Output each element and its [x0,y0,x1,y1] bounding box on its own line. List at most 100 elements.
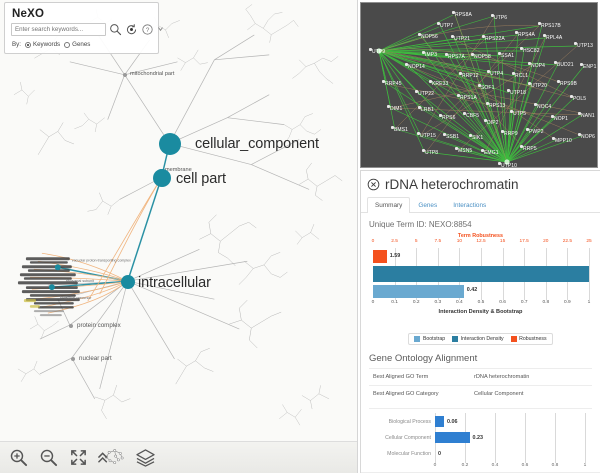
gene-node[interactable] [570,95,573,98]
gene-label-utp10[interactable]: UTP10 [501,163,518,168]
gene-node[interactable] [498,162,501,165]
gene-label-kre33[interactable]: KRE33 [432,81,449,87]
gene-label-rps7a[interactable]: RPS7A [448,54,465,60]
hierarchy-network-canvas[interactable]: vacuolar proton-transporting complex rib… [0,0,357,472]
gene-interaction-network-panel[interactable]: RPS8A UTP6 UTP7 RPS17B NOP56 UTP21 RPS22A RPS4A… [360,2,598,168]
gene-network-canvas[interactable] [361,3,598,168]
gene-node[interactable] [443,133,446,136]
gene-label-ssb1[interactable]: SSB1 [446,134,460,140]
gene-node[interactable] [469,134,472,137]
gene-node[interactable] [445,53,448,56]
gene-label-bud21[interactable]: BUD21 [557,62,574,68]
bar-robustness[interactable] [373,250,387,263]
collapse-all-button[interactable] [98,448,124,468]
gene-label-nop14[interactable]: NOP14 [408,64,425,70]
gene-label-utp18[interactable]: UTP18 [510,90,527,96]
gene-node[interactable] [484,119,487,122]
gene-node[interactable] [418,33,421,36]
gene-node[interactable] [538,22,541,25]
gene-label-utp8[interactable]: UTP8 [425,150,439,156]
gene-node[interactable] [422,149,425,152]
chevron-down-icon[interactable] [157,23,164,36]
gene-node[interactable] [437,22,440,25]
gene-node[interactable] [463,112,466,115]
gene-node[interactable] [501,130,504,133]
gene-label-rrp5[interactable]: RRP5 [523,146,537,152]
gene-node[interactable] [491,14,494,17]
gene-label-rps22a[interactable]: RPS22A [485,36,505,42]
gene-label-msn5[interactable]: MSN5 [458,148,473,154]
gene-node[interactable] [451,35,454,38]
gene-label-sof1[interactable]: SOF1 [481,85,495,91]
gene-label-pwp2[interactable]: PWP2 [529,129,544,135]
gene-node[interactable] [471,53,474,56]
gene-node[interactable] [452,11,455,14]
gene-label-rps1a[interactable]: RPS1A [460,95,477,101]
help-icon[interactable]: ? [141,23,154,36]
gene-node[interactable] [486,102,489,105]
gene-label-rrp45[interactable]: RRP45 [385,81,402,87]
gene-label-ssa1[interactable]: SSA1 [501,53,515,59]
hierarchy-viewer-panel[interactable]: vacuolar proton-transporting complex rib… [0,0,358,473]
tab-summary[interactable]: Summary [367,197,411,213]
gene-label-pol5[interactable]: POL5 [573,96,587,102]
gene-node[interactable] [487,70,490,73]
gene-node[interactable] [510,110,513,113]
legend-item-robustness[interactable]: Robustness [510,336,547,342]
gene-label-utp9[interactable]: UTP9 [372,49,386,55]
gene-node[interactable] [415,90,418,93]
gene-label-nop1[interactable]: NOP1 [554,116,569,122]
refresh-icon[interactable] [125,23,138,36]
gene-node[interactable] [580,63,583,66]
tab-interactions[interactable]: Interactions [453,202,487,209]
term-detail-panel[interactable]: rDNA heterochromatin Summary Genes Inter… [360,170,600,473]
gene-label-utp4[interactable]: UTP4 [490,71,504,77]
gene-label-noc4[interactable]: NOC4 [537,104,552,110]
gene-label-nop58[interactable]: NOP58 [474,54,491,60]
gene-label-utp15[interactable]: UTP15 [420,133,437,139]
go-bar-biological-process[interactable] [435,416,444,427]
gene-label-dip2[interactable]: DIP2 [487,120,499,126]
node-dot-cellular-component[interactable] [159,133,181,155]
gene-node[interactable] [520,47,523,50]
gene-label-rps4a[interactable]: RPS4A [518,32,535,38]
gene-label-cbf5[interactable]: CBF5 [466,113,480,119]
gene-node[interactable] [526,128,529,131]
gene-node[interactable] [534,103,537,106]
gene-node[interactable] [552,137,555,140]
gene-node[interactable] [439,114,442,117]
gene-node[interactable] [387,105,390,108]
gene-node[interactable] [429,80,432,83]
gene-node[interactable] [574,42,577,45]
chart-legend[interactable]: Bootstrap Interaction Density Robustness [408,333,553,345]
gene-label-rps13[interactable]: RPS13 [489,103,506,109]
gene-node[interactable] [382,80,385,83]
gene-node[interactable] [418,106,421,109]
gene-label-rrp12[interactable]: RRP12 [462,73,479,79]
zoom-out-button[interactable] [38,448,58,468]
gene-node[interactable] [512,72,515,75]
gene-node[interactable] [515,31,518,34]
gene-label-utp21[interactable]: UTP21 [454,36,471,42]
gene-node[interactable] [391,126,394,129]
gene-label-rps8a[interactable]: RPS8A [455,12,472,18]
close-circle-icon[interactable] [367,178,380,191]
go-bar-cellular-component[interactable] [435,432,470,443]
gene-node[interactable] [557,80,560,83]
gene-label-enp1[interactable]: ENP1 [583,64,597,70]
legend-item-bootstrap[interactable]: Bootstrap [414,336,445,342]
search-icon[interactable] [109,23,122,36]
gene-label-nop56[interactable]: NOP56 [421,34,438,40]
gene-node[interactable] [520,145,523,148]
gene-label-rps6[interactable]: RPS6 [442,115,456,121]
gene-node[interactable] [417,132,420,135]
layers-button[interactable] [134,448,156,468]
radio-keywords-dot[interactable] [24,41,31,48]
gene-label-dim1[interactable]: DIM1 [390,106,403,112]
node-dot-intracellular[interactable] [121,275,135,289]
gene-node[interactable] [528,62,531,65]
viewer-toolbar[interactable] [0,441,357,473]
search-panel[interactable]: NeXO ? [4,2,163,54]
gene-node[interactable] [551,115,554,118]
gene-node[interactable] [369,48,372,51]
